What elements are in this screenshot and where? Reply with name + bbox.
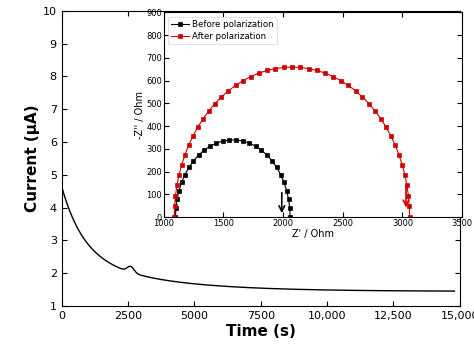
After polarization — [182, 153, 188, 157]
Before polarization — [286, 197, 292, 201]
Before polarization — [176, 189, 182, 193]
After polarization — [338, 78, 344, 83]
After polarization — [378, 117, 383, 121]
Before polarization — [196, 153, 201, 157]
After polarization — [200, 117, 206, 121]
Before polarization — [233, 138, 239, 142]
After polarization — [306, 67, 311, 71]
After polarization — [172, 204, 177, 209]
Before polarization — [264, 153, 270, 157]
Before polarization — [191, 159, 196, 163]
After polarization — [233, 83, 238, 88]
After polarization — [322, 71, 328, 75]
Before polarization — [220, 139, 226, 143]
Before polarization — [173, 215, 178, 219]
Before polarization — [182, 173, 188, 177]
After polarization — [404, 183, 410, 187]
After polarization — [256, 71, 262, 75]
Before polarization — [259, 148, 264, 152]
After polarization — [174, 183, 180, 187]
After polarization — [346, 83, 351, 88]
Before polarization — [284, 189, 290, 193]
After polarization — [190, 134, 196, 138]
After polarization — [186, 143, 191, 147]
After polarization — [360, 95, 365, 99]
After polarization — [281, 65, 286, 69]
After polarization — [392, 143, 398, 147]
Before polarization — [287, 206, 292, 210]
After polarization — [172, 215, 177, 219]
Before polarization — [269, 159, 275, 163]
Y-axis label: -Z'' / Ohm: -Z'' / Ohm — [135, 91, 145, 139]
Before polarization — [278, 173, 283, 177]
After polarization — [407, 215, 412, 219]
After polarization — [330, 74, 336, 79]
Before polarization — [207, 144, 213, 148]
After polarization — [240, 78, 246, 83]
After polarization — [206, 109, 211, 113]
After polarization — [406, 204, 412, 209]
Before polarization — [174, 197, 180, 201]
After polarization — [298, 65, 303, 69]
Before polarization — [246, 141, 252, 145]
Before polarization — [201, 148, 207, 152]
After polarization — [383, 125, 389, 129]
After polarization — [226, 89, 231, 93]
After polarization — [406, 194, 411, 198]
After polarization — [402, 173, 408, 177]
Before polarization — [281, 180, 287, 185]
After polarization — [396, 153, 402, 157]
After polarization — [195, 125, 201, 129]
After polarization — [372, 109, 378, 113]
Before polarization — [240, 139, 246, 143]
Legend: Before polarization, After polarization: Before polarization, After polarization — [168, 17, 277, 44]
Before polarization — [253, 144, 258, 148]
After polarization — [289, 65, 295, 69]
Before polarization — [287, 215, 293, 219]
Line: Before polarization: Before polarization — [173, 138, 292, 219]
Line: After polarization: After polarization — [173, 65, 411, 219]
After polarization — [353, 89, 358, 93]
Y-axis label: Current (μA): Current (μA) — [25, 105, 40, 212]
Before polarization — [227, 138, 232, 142]
After polarization — [212, 101, 218, 106]
After polarization — [399, 163, 405, 167]
Before polarization — [213, 141, 219, 145]
Before polarization — [173, 206, 179, 210]
After polarization — [366, 101, 372, 106]
After polarization — [248, 74, 254, 79]
After polarization — [219, 95, 224, 99]
After polarization — [173, 194, 178, 198]
After polarization — [388, 134, 394, 138]
After polarization — [264, 68, 270, 73]
After polarization — [314, 68, 320, 73]
Before polarization — [186, 165, 191, 169]
After polarization — [179, 163, 184, 167]
X-axis label: Z' / Ohm: Z' / Ohm — [292, 229, 334, 239]
Before polarization — [179, 180, 184, 185]
After polarization — [176, 173, 182, 177]
X-axis label: Time (s): Time (s) — [226, 324, 296, 339]
Before polarization — [274, 165, 280, 169]
After polarization — [273, 67, 278, 71]
